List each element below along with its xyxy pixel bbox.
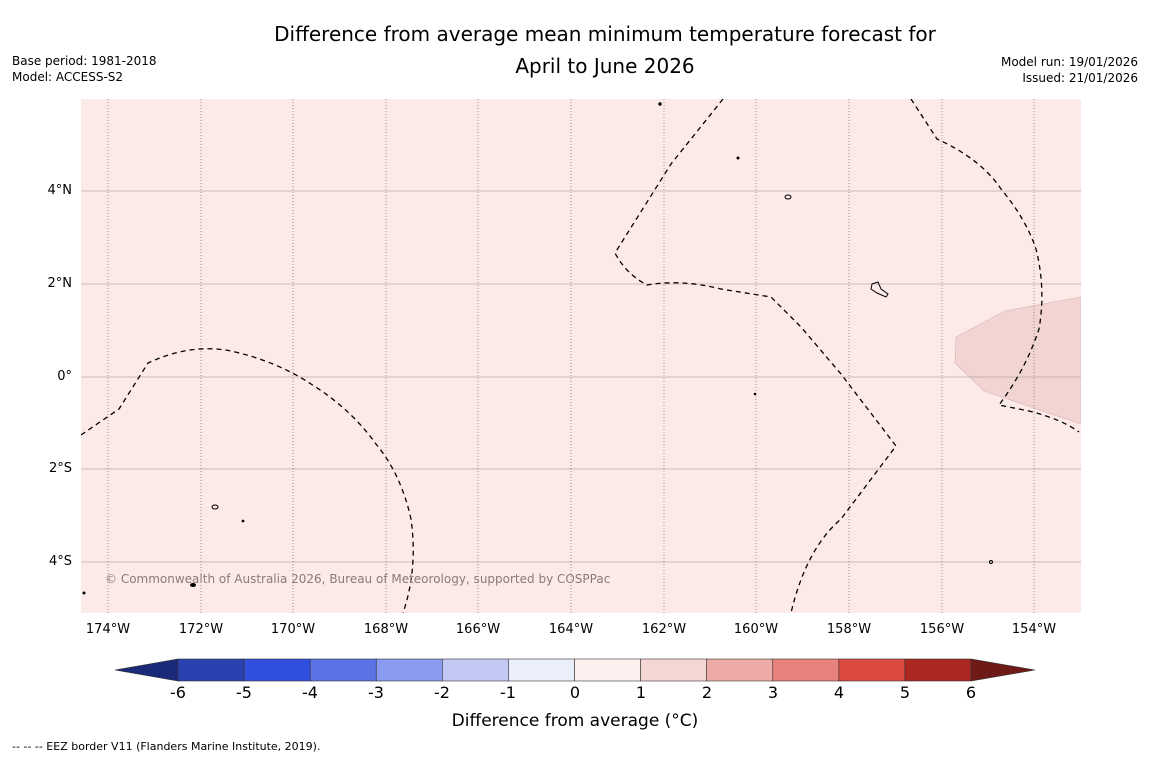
lon-label-158w: 158°W <box>826 622 872 637</box>
colorbar-segment <box>574 658 641 682</box>
colorbar-tick-label: -2 <box>434 683 450 702</box>
lon-label-172w: 172°W <box>178 622 224 637</box>
lat-label-4n: 4°N <box>47 183 73 198</box>
island-2 <box>870 281 889 298</box>
colorbar-extend-low <box>114 658 179 682</box>
model-run: Model run: 19/01/2026 <box>1000 55 1138 69</box>
lat-label-2s: 2°S <box>48 461 72 476</box>
colorbar-tick-label: 3 <box>767 683 779 702</box>
colorbar-segment <box>904 658 972 682</box>
colorbar-tick-label: -6 <box>170 683 186 702</box>
model-name: Model: ACCESS-S2 <box>12 69 124 84</box>
lat-label-2n: 2°N <box>47 276 73 291</box>
colorbar-segment <box>309 658 377 682</box>
base-period: Base period: 1981-2018 <box>12 54 157 68</box>
latitude-gridlines <box>81 190 1081 563</box>
meta-left: Base period: 1981-2018 Model: ACCESS-S2 <box>12 54 157 85</box>
island-6 <box>736 156 740 160</box>
anomaly-region <box>954 296 1081 425</box>
lon-label-154w: 154°W <box>1011 622 1057 637</box>
issued-date: Issued: 21/01/2026 <box>1022 70 1138 85</box>
island-10 <box>82 591 86 595</box>
colorbar-segment <box>508 658 575 682</box>
islands <box>82 102 993 595</box>
colorbar-segment <box>640 658 707 682</box>
colorbar-segment <box>442 658 509 682</box>
island-7 <box>241 519 245 523</box>
island-5 <box>658 102 662 106</box>
colorbar-tick-label: -3 <box>368 683 384 702</box>
lon-label-160w: 160°W <box>733 622 779 637</box>
colorbar-segment <box>772 658 840 682</box>
colorbar-tick-label: 1 <box>635 683 647 702</box>
island-9 <box>989 560 993 564</box>
lon-label-156w: 156°W <box>919 622 965 637</box>
colorbar-label: Difference from average (°C) <box>451 711 699 731</box>
title-line-2: April to June 2026 <box>515 54 695 78</box>
lon-label-168w: 168°W <box>363 622 409 637</box>
eez-footnote: -- -- -- EEZ border V11 (Flanders Marine… <box>12 740 321 753</box>
colorbar-segment <box>375 658 443 682</box>
lon-label-162w: 162°W <box>641 622 687 637</box>
colorbar-tick-label: 6 <box>965 683 977 702</box>
island-8 <box>753 392 757 396</box>
lat-label-equator: 0° <box>57 369 72 384</box>
colorbar-extend-high <box>970 658 1036 682</box>
eez-border-west <box>81 348 414 613</box>
eez-border-east <box>910 99 1080 433</box>
copyright-notice: © Commonwealth of Australia 2026, Bureau… <box>105 572 611 586</box>
lat-label-4s: 4°S <box>48 554 72 569</box>
map-background <box>81 99 1081 613</box>
colorbar-tick-label: -1 <box>500 683 516 702</box>
lon-label-166w: 166°W <box>455 622 501 637</box>
colorbar-segment <box>706 658 774 682</box>
colorbar-segment <box>177 658 245 682</box>
colorbar-tick-label: 5 <box>899 683 911 702</box>
colorbar-tick-label: -5 <box>236 683 252 702</box>
island-3 <box>211 504 219 510</box>
eez-borders <box>81 99 1080 613</box>
title-line-1: Difference from average mean minimum tem… <box>274 22 936 46</box>
colorbar-segment <box>838 658 906 682</box>
meta-right: Model run: 19/01/2026 Issued: 21/01/2026 <box>1001 55 1138 86</box>
lon-label-164w: 164°W <box>548 622 594 637</box>
colorbar-tick-label: 0 <box>569 683 581 702</box>
chart-title: Difference from average mean minimum tem… <box>0 18 1150 82</box>
colorbar-tick-label: 4 <box>833 683 845 702</box>
lon-label-170w: 170°W <box>270 622 316 637</box>
island-1 <box>784 194 792 200</box>
eez-border-central <box>614 99 897 613</box>
map-panel <box>81 99 1081 613</box>
colorbar-segment <box>243 658 311 682</box>
lon-label-174w: 174°W <box>85 622 131 637</box>
island-4 <box>190 583 196 587</box>
colorbar-tick-label: -4 <box>302 683 318 702</box>
colorbar-tick-label: 2 <box>701 683 713 702</box>
